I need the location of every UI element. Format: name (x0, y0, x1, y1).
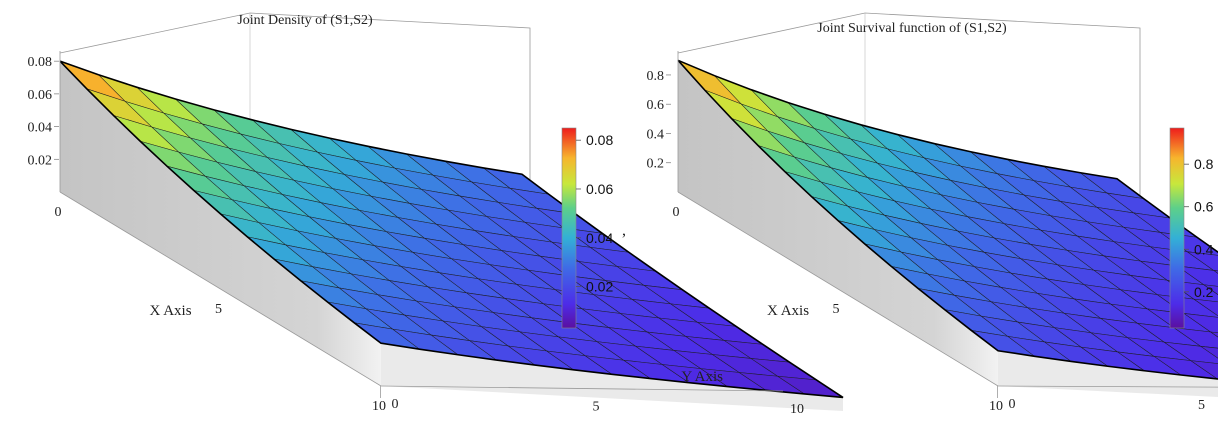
separator-comma: , (622, 222, 626, 239)
y-axis-title: Y Axis (681, 369, 723, 385)
colorbar-tick-label: 0.02 (586, 279, 613, 295)
z-tick-label: 0.8 (647, 69, 665, 84)
z-tick-label: 0.08 (28, 55, 53, 70)
surface-cell (1164, 341, 1218, 364)
z-tick-label: 0.4 (647, 127, 665, 142)
x-axis-title: X Axis (149, 303, 191, 319)
surface-cell (1210, 331, 1218, 338)
surface-cell (1200, 346, 1218, 359)
surface-cell (1203, 284, 1218, 295)
z-tick-label: 0.6 (647, 98, 665, 113)
y-tick-label: 5 (593, 400, 600, 415)
surface-cell (1183, 313, 1218, 334)
x-tick-label: 5 (215, 302, 222, 317)
y-tick-label: 0 (392, 397, 399, 412)
y-tick-label: 0 (1009, 397, 1016, 412)
colorbar-tick-label: 0.08 (586, 132, 613, 148)
colorbar-tick-label: 0.6 (1194, 199, 1214, 215)
surface-cell (1173, 327, 1218, 349)
surface-front-wall (60, 61, 381, 386)
bounding-box-top-edge (59, 12, 531, 220)
colorbar-tick-label: 0.04 (586, 230, 613, 246)
surface-outline (677, 59, 1218, 380)
chart-title: Joint Survival function of (S1,S2) (817, 21, 1007, 36)
y-tick-label: 10 (790, 402, 804, 417)
x-axis-title: X Axis (767, 303, 809, 319)
colorbar-tick-label: 0.8 (1194, 156, 1214, 172)
colorbar-tick-label: 0.06 (586, 181, 613, 197)
colorbar-tick-label: 0.2 (1194, 284, 1214, 300)
z-tick-label: 0.06 (28, 88, 53, 103)
chart-title: Joint Density of (S1,S2) (237, 13, 373, 28)
y-axis-line (997, 385, 1218, 388)
surface-right-wall (998, 350, 1218, 398)
surface-front-wall (678, 60, 998, 386)
x-tick-label: 10 (989, 399, 1003, 414)
colorbar-tick-label: 0.4 (1194, 241, 1214, 257)
survival-panel: Joint Survival function of (S1,S2) 0.2 0.4… (647, 12, 1218, 414)
z-tick-label: 0.2 (647, 157, 665, 172)
x-axis-line (59, 191, 382, 387)
x-axis-line (677, 191, 999, 387)
surface-cell (1177, 265, 1218, 287)
z-tick-label: 0.02 (28, 153, 53, 168)
x-tick-label: 10 (372, 399, 386, 414)
colorbar (561, 127, 577, 329)
y-axis-line (380, 385, 784, 392)
density-panel: Joint Density of (S1,S2) 0.02 0.04 0.06 0.08… (28, 12, 844, 417)
y-tick-label: 5 (1198, 398, 1205, 413)
x-tick-label: 5 (833, 302, 840, 317)
surface-cell (1190, 360, 1218, 380)
surface-cell (1193, 298, 1218, 317)
x-tick-label: 0 (55, 205, 62, 220)
surface-outline (59, 60, 844, 399)
z-tick-label: 0.04 (28, 121, 53, 136)
colorbar (1169, 127, 1185, 329)
x-tick-label: 0 (673, 205, 680, 220)
bounding-box-top-edge (677, 12, 1141, 218)
surface-cell (1213, 270, 1218, 274)
surface-cell (1186, 251, 1218, 272)
